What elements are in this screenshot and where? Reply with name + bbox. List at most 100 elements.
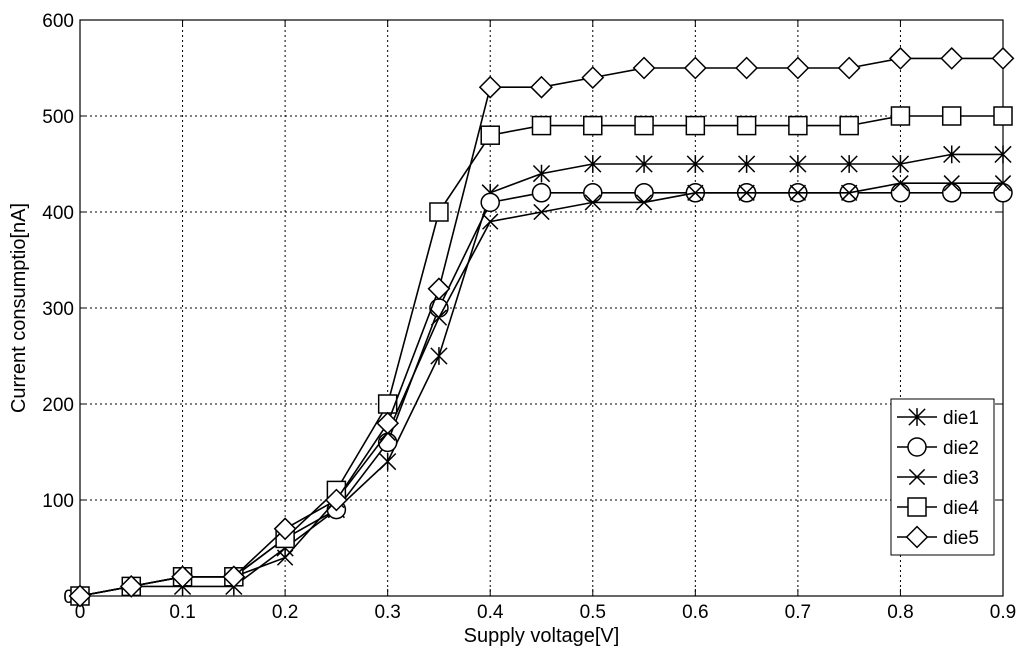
y-tick-label: 300 bbox=[42, 299, 74, 320]
legend-item-die3: die3 bbox=[897, 468, 979, 489]
data-point-die2 bbox=[583, 183, 603, 203]
data-point-die4 bbox=[377, 394, 398, 414]
legend-marker-die4 bbox=[907, 497, 927, 517]
data-point-die1 bbox=[686, 155, 704, 173]
data-point-die3 bbox=[994, 175, 1012, 192]
data-point-die3 bbox=[584, 194, 601, 211]
legend-marker-die1 bbox=[908, 408, 926, 426]
data-point-die1 bbox=[891, 155, 910, 173]
data-point-die3 bbox=[943, 175, 960, 192]
series-group bbox=[68, 46, 1015, 608]
x-tick-label: 0.6 bbox=[682, 602, 708, 623]
series-die5 bbox=[68, 46, 1015, 608]
legend-marker-die5 bbox=[905, 525, 929, 549]
data-point-die4 bbox=[634, 115, 654, 136]
data-point-die5 bbox=[581, 66, 605, 90]
series-die1 bbox=[71, 145, 1012, 605]
data-point-die1 bbox=[532, 164, 551, 183]
data-point-die3 bbox=[482, 213, 499, 230]
grid bbox=[80, 20, 1003, 596]
data-point-die5 bbox=[940, 46, 964, 70]
data-point-die4 bbox=[890, 106, 911, 126]
data-point-die2 bbox=[377, 432, 398, 453]
data-point-die4 bbox=[583, 115, 603, 136]
data-point-die4 bbox=[736, 115, 757, 136]
data-point-die5 bbox=[478, 75, 502, 99]
plot-frame bbox=[79, 19, 1004, 597]
data-point-die5 bbox=[632, 56, 656, 80]
data-point-die2 bbox=[531, 183, 552, 203]
data-point-die5 bbox=[889, 46, 912, 70]
data-point-die2 bbox=[634, 183, 654, 203]
data-point-die2 bbox=[429, 298, 449, 318]
legend-item-die2: die2 bbox=[897, 437, 979, 459]
x-tick-label: 0.8 bbox=[887, 602, 913, 623]
x-tick-label: 0.3 bbox=[374, 602, 400, 623]
data-point-die2 bbox=[993, 183, 1013, 203]
x-tick-label: 0.9 bbox=[990, 602, 1016, 623]
data-point-die4 bbox=[788, 115, 808, 136]
y-tick-label: 0 bbox=[63, 587, 74, 608]
x-tick-label: 0.7 bbox=[785, 602, 811, 623]
legend-item-die1: die1 bbox=[897, 408, 979, 429]
x-tick-label: 0.2 bbox=[272, 602, 298, 623]
data-point-die3 bbox=[276, 549, 294, 566]
y-axis-title: Current consumptio[nA] bbox=[8, 203, 30, 413]
data-point-die5 bbox=[427, 277, 451, 301]
data-point-die5 bbox=[837, 56, 861, 80]
data-point-die3 bbox=[840, 184, 858, 201]
data-point-die1 bbox=[789, 155, 807, 173]
data-point-die5 bbox=[324, 488, 348, 512]
data-point-die5 bbox=[530, 75, 553, 99]
data-point-die5 bbox=[222, 565, 246, 589]
data-point-die4 bbox=[685, 115, 706, 136]
data-point-die5 bbox=[683, 56, 707, 80]
data-point-die3 bbox=[687, 184, 704, 201]
data-point-die2 bbox=[941, 183, 962, 203]
data-point-die2 bbox=[480, 192, 500, 213]
series-die2 bbox=[70, 183, 1013, 606]
data-point-die1 bbox=[737, 155, 756, 173]
data-point-die1 bbox=[943, 145, 961, 164]
data-point-die1 bbox=[379, 452, 397, 471]
data-point-die4 bbox=[993, 106, 1013, 126]
data-point-die5 bbox=[273, 517, 297, 541]
data-point-die5 bbox=[119, 574, 143, 598]
legend-label: die5 bbox=[943, 528, 979, 549]
data-point-die2 bbox=[890, 183, 911, 203]
data-point-die5 bbox=[376, 411, 400, 435]
data-point-die3 bbox=[430, 309, 448, 326]
data-point-die3 bbox=[892, 175, 909, 192]
legend: die1 die2 die3 die4 die5 bbox=[890, 398, 995, 556]
series-line-die5 bbox=[79, 57, 1003, 597]
data-point-die1 bbox=[430, 347, 448, 365]
series-line-die1 bbox=[79, 153, 1003, 597]
series-line-die2 bbox=[79, 192, 1003, 597]
data-point-die3 bbox=[738, 184, 755, 201]
data-point-die5 bbox=[991, 46, 1015, 70]
series-die3 bbox=[71, 175, 1012, 605]
legend-item-die5: die5 bbox=[897, 525, 979, 549]
x-tick-label: 0.1 bbox=[169, 602, 195, 623]
data-point-die3 bbox=[533, 203, 550, 221]
data-point-die1 bbox=[635, 155, 653, 173]
data-point-die4 bbox=[429, 202, 449, 222]
x-tick-label: 0.4 bbox=[477, 602, 504, 623]
legend-label: die1 bbox=[943, 408, 979, 429]
x-tick-label: 0 bbox=[75, 602, 86, 623]
axes: 0 0.1 0.2 0.3 0.4 0.5 0.6 0.7 0.8 0.9 0 100 200 300 40… bbox=[42, 11, 1016, 623]
data-point-die4 bbox=[839, 115, 859, 136]
y-tick-label: 200 bbox=[42, 395, 74, 416]
legend-marker-die2 bbox=[907, 437, 927, 457]
legend-marker-die3 bbox=[908, 468, 926, 486]
y-tick-label: 100 bbox=[42, 491, 74, 512]
data-point-die1 bbox=[584, 155, 602, 173]
y-tick-label: 500 bbox=[42, 107, 74, 128]
legend-label: die4 bbox=[943, 498, 979, 519]
data-point-die4 bbox=[480, 125, 500, 145]
data-point-die5 bbox=[735, 56, 759, 80]
legend-item-die4: die4 bbox=[897, 497, 979, 519]
data-point-die5 bbox=[786, 56, 810, 80]
